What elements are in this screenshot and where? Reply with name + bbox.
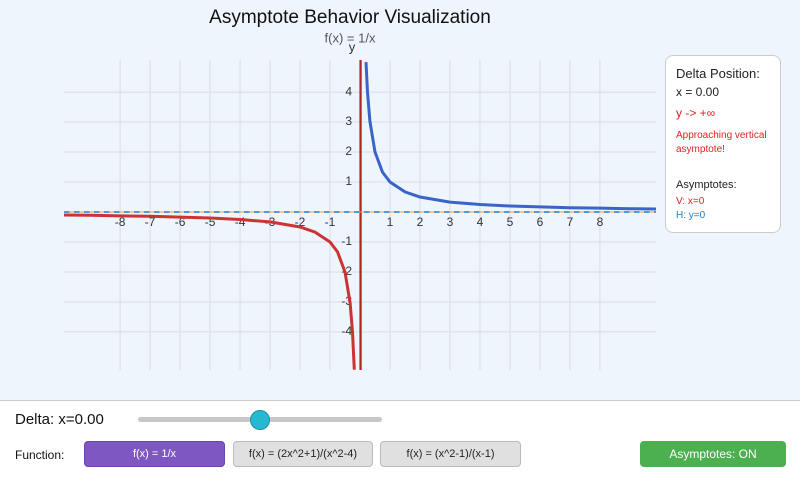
vertical-asymptote: V: x=0	[676, 196, 705, 207]
function-label: Function:	[15, 448, 65, 462]
x-tick-label: 3	[447, 215, 454, 229]
x-tick-label: -4	[235, 215, 246, 229]
y-tick-label: -2	[341, 264, 352, 278]
x-tick-label: 5	[507, 215, 514, 229]
x-tick-label: -7	[145, 215, 156, 229]
asymptotes-title: Asymptotes:	[676, 179, 737, 191]
y-tick-label: 1	[345, 174, 352, 188]
horizontal-asymptote: H: y=0	[676, 210, 706, 221]
delta-label: Delta: x=0.00	[15, 411, 104, 428]
x-tick-label: -2	[295, 215, 306, 229]
x-tick-label: 4	[477, 215, 484, 229]
x-tick-label: -8	[115, 215, 126, 229]
curve	[364, 62, 657, 211]
x-tick-label: 2	[417, 215, 424, 229]
y-tick-label: 3	[345, 114, 352, 128]
chart-subtitle: f(x) = 1/x	[325, 30, 376, 45]
slider-thumb[interactable]	[250, 410, 270, 430]
chart-title: Asymptote Behavior Visualization	[209, 7, 491, 28]
x-tick-label: -5	[205, 215, 216, 229]
y-axis-label: y	[349, 39, 356, 54]
chart: Asymptote Behavior Visualization f(x) = …	[63, 7, 657, 370]
function-button[interactable]: f(x) = (2x^2+1)/(x^2-4)	[233, 441, 373, 467]
x-tick-label: 1	[387, 215, 394, 229]
y-tick-label: -4	[341, 324, 352, 338]
y-tick-label: -1	[341, 234, 352, 248]
x-tick-label: 6	[537, 215, 544, 229]
x-tick-label: -6	[175, 215, 186, 229]
panel-x: x = 0.00	[676, 85, 720, 99]
curve	[63, 213, 356, 370]
y-tick-label: 2	[345, 144, 352, 158]
panel-message: Approaching vertical asymptote!	[676, 130, 767, 155]
function-button[interactable]: f(x) = 1/x	[84, 441, 225, 467]
x-tick-label: 8	[597, 215, 604, 229]
y-tick-label: 4	[345, 84, 352, 98]
y-tick-label: -3	[341, 294, 352, 308]
panel-y: y -> +∞	[676, 106, 716, 120]
x-tick-label: -1	[325, 215, 336, 229]
asymptote-toggle[interactable]: Asymptotes: ON	[640, 441, 786, 467]
function-button[interactable]: f(x) = (x^2-1)/(x-1)	[380, 441, 521, 467]
info-panel: Delta Position: x = 0.00 y -> +∞ Approac…	[665, 55, 781, 233]
x-tick-label: 7	[567, 215, 574, 229]
panel-title: Delta Position:	[676, 66, 760, 81]
